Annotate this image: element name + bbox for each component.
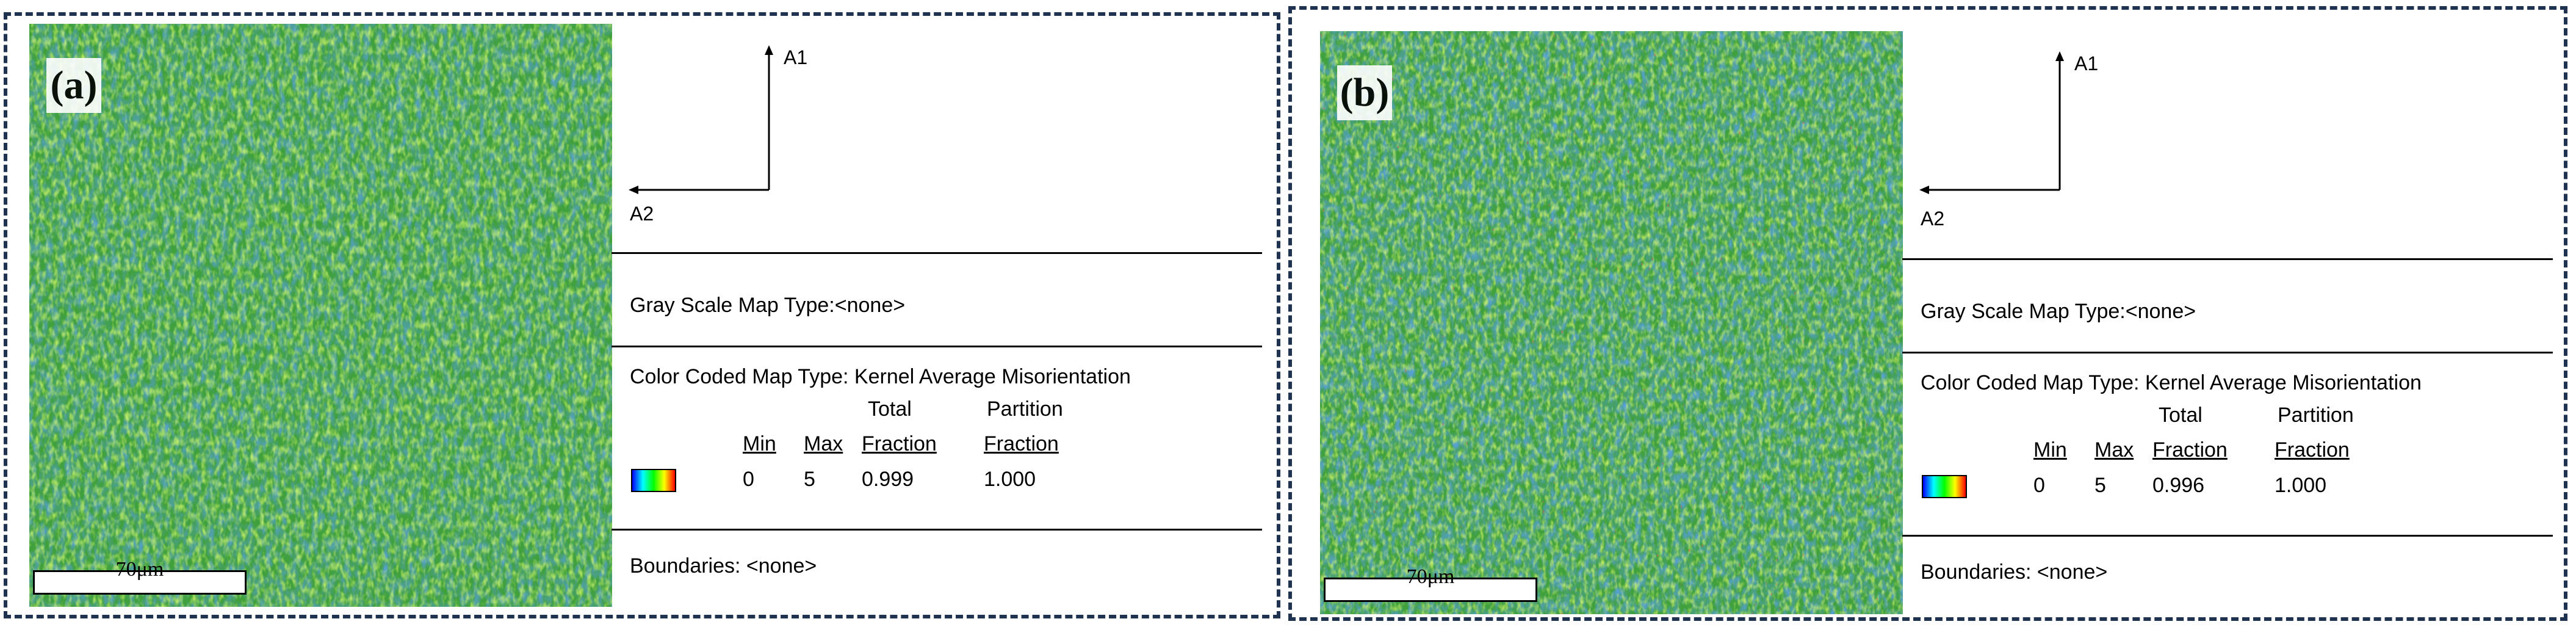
- kam-map-a: (a) 70μm: [29, 24, 612, 607]
- partition-header: Partition: [2278, 404, 2354, 427]
- color-scale-swatch: [1922, 475, 1967, 498]
- divider: [612, 529, 1262, 531]
- total-fraction-value: 0.996: [2152, 474, 2205, 497]
- scale-bar-label: 70μm: [115, 558, 164, 581]
- min-header: Min: [2033, 438, 2067, 462]
- color-coded-map-type: Color Coded Map Type: Kernel Average Mis…: [630, 365, 1131, 388]
- max-value: 5: [2094, 474, 2106, 497]
- axis-a1-label: A1: [784, 46, 808, 68]
- panel-label: (a): [46, 58, 101, 113]
- total-fraction-header: Fraction: [2152, 438, 2228, 462]
- partition-header: Partition: [987, 397, 1063, 421]
- boundaries-text: Boundaries: <none>: [630, 554, 817, 578]
- axes-arrows-icon: [1919, 51, 2064, 194]
- axis-a1-label: A1: [2074, 53, 2099, 74]
- axes-arrows-icon: [629, 45, 773, 194]
- scale-bar-label: 70μm: [1406, 565, 1455, 588]
- map-legend-b: A1 A2 Gray Scale Map Type:<none> Color C…: [1902, 10, 2553, 614]
- total-header: Total: [868, 397, 912, 421]
- total-fraction-header: Fraction: [862, 432, 937, 455]
- max-header: Max: [804, 432, 843, 455]
- kam-map-b: (b) 70μm: [1320, 31, 1903, 614]
- color-coded-map-type: Color Coded Map Type: Kernel Average Mis…: [1921, 371, 2422, 394]
- color-scale-swatch: [631, 469, 676, 492]
- min-value: 0: [743, 468, 754, 491]
- divider: [612, 252, 1262, 254]
- divider: [1902, 352, 2553, 353]
- partition-fraction-value: 1.000: [984, 468, 1036, 491]
- partition-fraction-header: Fraction: [2275, 438, 2350, 462]
- partition-fraction-value: 1.000: [2275, 474, 2327, 497]
- axis-a2-label: A2: [1921, 208, 1945, 230]
- axis-a2-label: A2: [630, 203, 654, 225]
- divider: [1902, 535, 2553, 537]
- panel-label: (b): [1337, 65, 1392, 120]
- total-fraction-value: 0.999: [862, 468, 914, 491]
- panel-a: (a) 70μm A1 A2 Gray Scale Map Type:<none…: [4, 12, 1280, 618]
- min-value: 0: [2033, 474, 2045, 497]
- gray-scale-map-type: Gray Scale Map Type:<none>: [630, 294, 906, 317]
- gray-scale-map-type: Gray Scale Map Type:<none>: [1921, 300, 2196, 323]
- total-header: Total: [2159, 404, 2203, 427]
- partition-fraction-header: Fraction: [984, 432, 1059, 455]
- scale-bar: 70μm: [33, 559, 247, 595]
- max-header: Max: [2094, 438, 2134, 462]
- map-legend-a: A1 A2 Gray Scale Map Type:<none> Color C…: [612, 16, 1262, 608]
- panel-b: (b) 70μm A1 A2 Gray Scale Map Type:<none…: [1288, 6, 2567, 621]
- divider: [612, 346, 1262, 347]
- scale-bar: 70μm: [1324, 567, 1537, 602]
- max-value: 5: [804, 468, 815, 491]
- divider: [1902, 258, 2553, 260]
- min-header: Min: [743, 432, 776, 455]
- boundaries-text: Boundaries: <none>: [1921, 560, 2108, 584]
